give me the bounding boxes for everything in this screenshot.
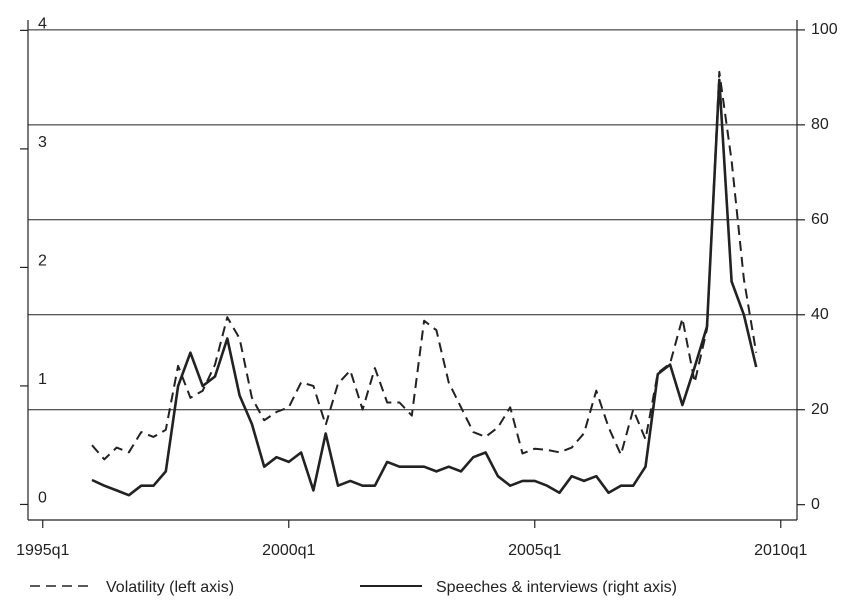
y-tick-label: 0 [38, 490, 47, 507]
y2-tick-label: 100 [811, 21, 838, 38]
y2-tick-label: 20 [811, 401, 829, 418]
y2-tick-label: 0 [811, 496, 820, 513]
x-tick-label: 1995q1 [16, 542, 69, 559]
x-tick-label: 2000q1 [262, 542, 315, 559]
x-tick-label: 2010q1 [754, 542, 807, 559]
series-line [91, 70, 758, 461]
y-tick-label: 3 [38, 134, 47, 151]
y2-tick-label: 40 [811, 306, 829, 323]
x-tick-label: 2005q1 [508, 542, 561, 559]
legend-label: Speeches & interviews (right axis) [436, 579, 677, 596]
y-tick-label: 2 [38, 253, 47, 270]
y2-tick-label: 80 [811, 116, 829, 133]
legend-label: Volatility (left axis) [106, 579, 234, 596]
series-line [91, 78, 758, 497]
y2-tick-label: 60 [811, 211, 829, 228]
y-tick-label: 4 [38, 16, 47, 33]
y-tick-label: 1 [38, 371, 47, 388]
